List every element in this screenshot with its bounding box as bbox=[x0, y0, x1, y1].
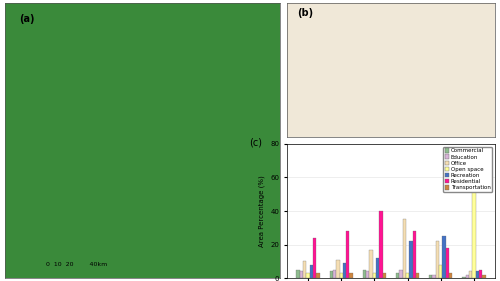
Bar bbox=[340, 273, 343, 278]
Bar bbox=[449, 273, 452, 278]
Bar bbox=[350, 273, 353, 278]
Bar bbox=[366, 271, 370, 278]
Bar bbox=[303, 261, 306, 278]
Bar bbox=[362, 270, 366, 278]
Bar bbox=[462, 277, 466, 278]
Bar bbox=[313, 238, 316, 278]
Bar bbox=[432, 275, 436, 278]
Bar bbox=[472, 152, 476, 278]
Bar bbox=[372, 273, 376, 278]
Bar bbox=[380, 211, 382, 278]
Bar bbox=[436, 241, 439, 278]
Bar bbox=[406, 273, 409, 278]
Bar bbox=[336, 260, 340, 278]
Text: (c): (c) bbox=[250, 137, 262, 147]
Bar bbox=[446, 248, 449, 278]
Legend: Commercial, Education, Office, Open space, Recreation, Residential, Transportati: Commercial, Education, Office, Open spac… bbox=[443, 147, 492, 192]
Bar bbox=[300, 271, 303, 278]
Bar bbox=[412, 231, 416, 278]
Bar bbox=[370, 250, 372, 278]
Bar bbox=[476, 271, 479, 278]
Bar bbox=[310, 265, 313, 278]
Bar bbox=[316, 273, 320, 278]
Bar bbox=[469, 271, 472, 278]
Bar bbox=[482, 275, 486, 278]
Bar bbox=[466, 275, 469, 278]
Bar bbox=[479, 270, 482, 278]
Bar bbox=[330, 271, 333, 278]
Bar bbox=[346, 231, 350, 278]
Text: (b): (b) bbox=[298, 8, 314, 18]
Bar bbox=[396, 273, 400, 278]
Bar bbox=[376, 258, 380, 278]
Text: (a): (a) bbox=[18, 14, 34, 24]
Bar bbox=[306, 273, 310, 278]
Bar bbox=[333, 270, 336, 278]
Bar bbox=[416, 273, 419, 278]
Y-axis label: Area Percentage (%): Area Percentage (%) bbox=[258, 175, 264, 247]
Text: 0  10  20        40km: 0 10 20 40km bbox=[46, 262, 108, 267]
Bar bbox=[296, 270, 300, 278]
Bar bbox=[382, 273, 386, 278]
Bar bbox=[402, 219, 406, 278]
Bar bbox=[429, 275, 432, 278]
Bar bbox=[442, 236, 446, 278]
Bar bbox=[409, 241, 412, 278]
Bar bbox=[400, 270, 402, 278]
Bar bbox=[343, 263, 346, 278]
Bar bbox=[439, 265, 442, 278]
